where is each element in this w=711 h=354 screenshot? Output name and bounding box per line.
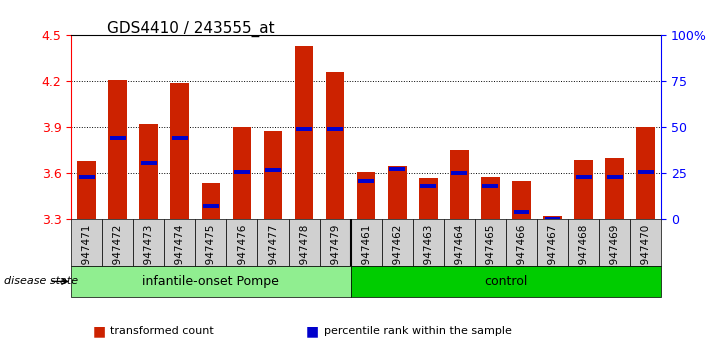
Bar: [638, 170, 653, 174]
Bar: [419, 178, 437, 219]
Text: GSM947466: GSM947466: [516, 224, 526, 287]
Bar: [77, 161, 96, 219]
FancyBboxPatch shape: [102, 219, 133, 266]
Text: GSM947471: GSM947471: [82, 224, 92, 287]
FancyBboxPatch shape: [351, 266, 661, 297]
FancyBboxPatch shape: [630, 219, 661, 266]
Text: GSM947468: GSM947468: [579, 224, 589, 287]
Bar: [605, 158, 624, 219]
Text: ■: ■: [306, 324, 319, 338]
Text: GSM947473: GSM947473: [144, 224, 154, 287]
FancyBboxPatch shape: [289, 219, 319, 266]
Bar: [141, 161, 156, 165]
Bar: [390, 167, 405, 171]
Bar: [636, 127, 655, 219]
FancyBboxPatch shape: [133, 219, 164, 266]
Text: GSM947464: GSM947464: [454, 224, 464, 287]
Bar: [574, 160, 593, 219]
Bar: [109, 136, 126, 140]
Bar: [388, 166, 407, 219]
Bar: [545, 217, 560, 221]
FancyBboxPatch shape: [257, 219, 289, 266]
Text: GSM947476: GSM947476: [237, 224, 247, 287]
Bar: [295, 46, 314, 219]
FancyBboxPatch shape: [164, 219, 196, 266]
Bar: [576, 175, 592, 179]
FancyBboxPatch shape: [226, 219, 257, 266]
Bar: [203, 204, 219, 208]
Bar: [357, 172, 375, 219]
FancyBboxPatch shape: [196, 219, 226, 266]
FancyBboxPatch shape: [413, 219, 444, 266]
Text: GSM947467: GSM947467: [547, 224, 557, 287]
Bar: [234, 170, 250, 174]
Text: disease state: disease state: [4, 276, 77, 286]
FancyBboxPatch shape: [71, 219, 102, 266]
Bar: [451, 171, 467, 176]
Bar: [358, 179, 374, 183]
Text: GSM947462: GSM947462: [392, 224, 402, 287]
Text: GSM947469: GSM947469: [609, 224, 620, 287]
Bar: [265, 169, 281, 172]
Bar: [79, 175, 95, 179]
Bar: [326, 72, 344, 219]
Text: GSM947470: GSM947470: [641, 224, 651, 287]
Text: GSM947474: GSM947474: [175, 224, 185, 287]
Bar: [543, 216, 562, 219]
FancyBboxPatch shape: [71, 266, 351, 297]
Bar: [232, 127, 251, 219]
Bar: [481, 177, 500, 219]
Bar: [296, 127, 312, 131]
Bar: [606, 175, 623, 179]
Bar: [172, 136, 188, 140]
Bar: [512, 181, 531, 219]
FancyBboxPatch shape: [568, 219, 599, 266]
Text: control: control: [484, 275, 528, 288]
Text: infantile-onset Pompe: infantile-onset Pompe: [142, 275, 279, 288]
Text: transformed count: transformed count: [110, 326, 214, 336]
Text: percentile rank within the sample: percentile rank within the sample: [324, 326, 511, 336]
Text: ■: ■: [92, 324, 105, 338]
Bar: [139, 124, 158, 219]
Text: GSM947472: GSM947472: [112, 224, 123, 287]
FancyBboxPatch shape: [351, 219, 382, 266]
Text: GSM947461: GSM947461: [361, 224, 371, 287]
Text: GSM947479: GSM947479: [330, 224, 340, 287]
Text: GSM947465: GSM947465: [486, 224, 496, 287]
FancyBboxPatch shape: [599, 219, 630, 266]
Text: GSM947478: GSM947478: [299, 224, 309, 287]
Text: GSM947477: GSM947477: [268, 224, 278, 287]
Bar: [327, 127, 343, 131]
Bar: [108, 80, 127, 219]
FancyBboxPatch shape: [319, 219, 351, 266]
FancyBboxPatch shape: [475, 219, 506, 266]
FancyBboxPatch shape: [382, 219, 413, 266]
Bar: [264, 131, 282, 219]
Text: GDS4410 / 243555_at: GDS4410 / 243555_at: [107, 21, 274, 38]
Bar: [201, 183, 220, 219]
FancyBboxPatch shape: [506, 219, 537, 266]
FancyBboxPatch shape: [537, 219, 568, 266]
Bar: [171, 83, 189, 219]
Bar: [513, 210, 530, 214]
Bar: [420, 184, 437, 188]
Text: GSM947463: GSM947463: [423, 224, 433, 287]
Text: GSM947475: GSM947475: [206, 224, 216, 287]
Bar: [450, 150, 469, 219]
Bar: [483, 184, 498, 188]
FancyBboxPatch shape: [444, 219, 475, 266]
